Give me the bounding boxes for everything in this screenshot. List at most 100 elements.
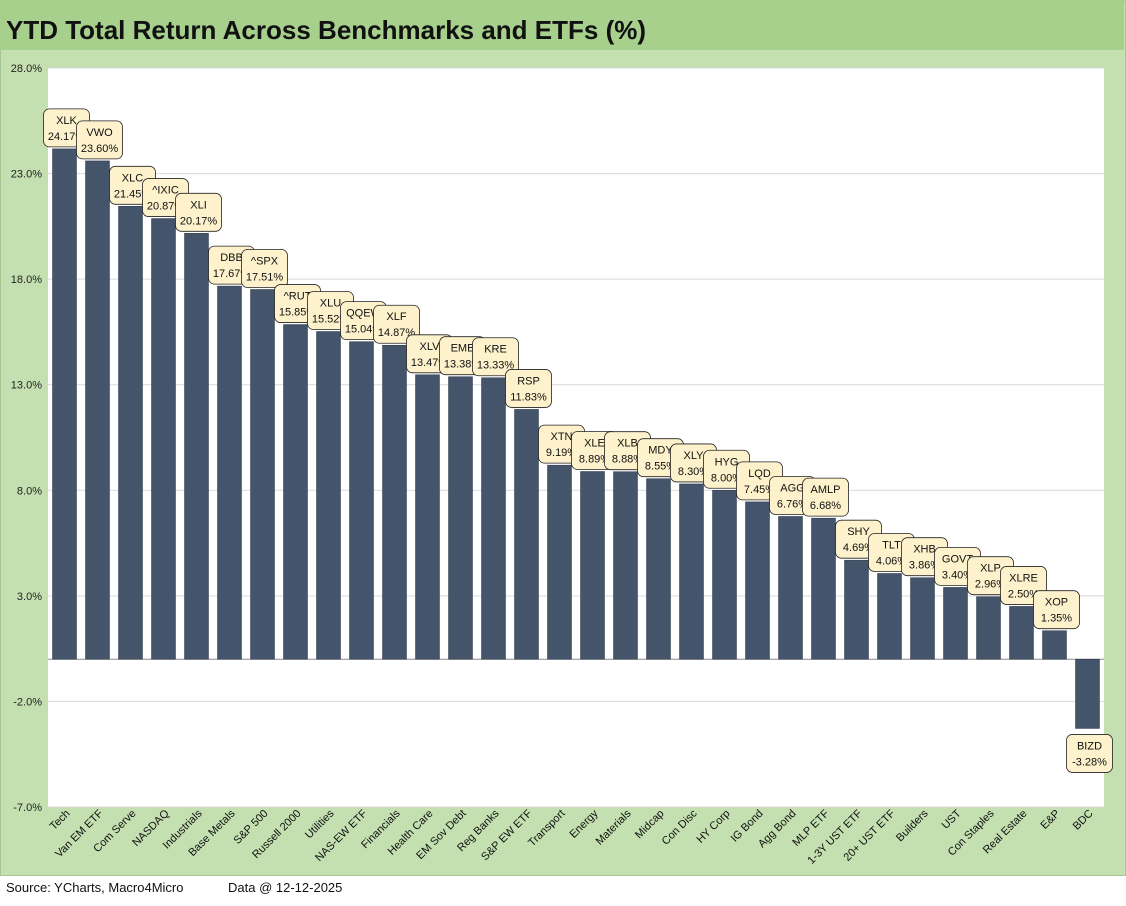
ticker-label: TLT xyxy=(882,539,901,551)
ticker-label: XLU xyxy=(320,298,341,310)
chart-title: YTD Total Return Across Benchmarks and E… xyxy=(6,15,647,45)
value-label: 13.33% xyxy=(477,360,515,372)
data-label-box xyxy=(472,337,519,377)
value-label: 13.38% xyxy=(444,359,482,371)
value-label: 11.83% xyxy=(510,391,547,403)
ticker-label: XLI xyxy=(190,199,207,211)
value-label: 15.04% xyxy=(345,324,383,336)
data-label-box xyxy=(175,192,222,232)
value-label: 7.45% xyxy=(744,484,775,496)
bar-xop xyxy=(1042,630,1067,660)
data-label: KRE 13.33% xyxy=(472,337,519,377)
bar-xlf xyxy=(382,344,407,660)
x-category-label: UST xyxy=(940,807,964,831)
ticker-label: XOP xyxy=(1045,597,1068,609)
y-tick-label: -7.0% xyxy=(13,802,42,814)
data-label-box xyxy=(1066,734,1113,773)
value-label: 2.50% xyxy=(1008,588,1039,600)
bar-kre xyxy=(481,377,506,660)
ticker-label: XLV xyxy=(420,341,441,353)
bar-amlp xyxy=(811,517,836,660)
bar-rsp xyxy=(514,409,539,660)
ticker-label: RSP xyxy=(517,375,540,387)
value-label: 4.06% xyxy=(876,555,907,567)
ticker-label: SHY xyxy=(847,526,870,538)
value-label: 20.17% xyxy=(180,215,218,227)
bar-xlk xyxy=(52,148,77,660)
value-label: 8.89% xyxy=(579,453,610,465)
data-label: VWO 23.60% xyxy=(76,120,123,160)
data-label-box xyxy=(76,120,123,160)
ticker-label: XLY xyxy=(684,450,705,462)
data-label: RSP 11.83% xyxy=(505,369,552,408)
bar-dbb xyxy=(217,285,242,660)
ticker-label: XLF xyxy=(386,311,406,323)
ticker-label: KRE xyxy=(484,344,507,356)
ticker-label: HYG xyxy=(715,456,739,468)
bar-xlu xyxy=(316,331,341,660)
ticker-label: ^IXIC xyxy=(152,185,179,197)
value-label: 2.96% xyxy=(975,579,1006,591)
y-tick-label: 23.0% xyxy=(11,169,42,181)
x-category-label: HY Corp xyxy=(694,808,732,846)
y-tick-label: 28.0% xyxy=(11,63,42,75)
bar-ixic xyxy=(151,218,176,660)
ticker-label: XHB xyxy=(913,544,936,556)
value-label: 24.17% xyxy=(48,131,86,143)
y-tick-label: -2.0% xyxy=(13,696,42,708)
value-label: 20.87% xyxy=(147,201,185,213)
value-label: 21.45% xyxy=(114,188,152,200)
bar-agg xyxy=(778,516,803,660)
bar-xlv xyxy=(415,374,440,660)
bar-xtn xyxy=(547,464,572,660)
data-label-box xyxy=(241,249,288,288)
x-category-label: E&P xyxy=(1039,808,1063,832)
value-label: 17.67% xyxy=(213,268,251,280)
source-note: Source: YCharts, Macro4Micro xyxy=(6,880,184,895)
data-label: XLI 20.17% xyxy=(175,192,222,232)
value-label: 15.52% xyxy=(312,314,350,326)
x-category-label: Tech xyxy=(48,808,73,833)
ticker-label: AGG xyxy=(780,482,804,494)
ticker-label: ^SPX xyxy=(251,255,279,267)
y-tick-label: 3.0% xyxy=(17,591,42,603)
ticker-label: XLK xyxy=(56,115,77,127)
value-label: 4.69% xyxy=(843,542,874,554)
bar-xlre xyxy=(1009,606,1034,660)
bar-xlp xyxy=(976,596,1001,660)
x-category-label: Con Disc xyxy=(660,807,700,847)
ticker-label: VWO xyxy=(86,127,113,139)
value-label: 8.55% xyxy=(645,461,676,473)
bar-shy xyxy=(844,559,869,660)
bar-qqew xyxy=(349,341,374,660)
ticker-label: XLRE xyxy=(1009,572,1038,584)
bar-xli xyxy=(184,233,209,660)
bar-xhb xyxy=(910,577,935,660)
value-label: 23.60% xyxy=(81,143,119,155)
x-category-label: Builders xyxy=(894,807,931,844)
data-label: BIZD -3.28% xyxy=(1066,734,1113,773)
data-label-box xyxy=(373,304,420,344)
value-label: -3.28% xyxy=(1072,756,1107,768)
ticker-label: LQD xyxy=(748,468,771,480)
bar-govt xyxy=(943,587,968,660)
x-category-label: BDC xyxy=(1071,808,1096,833)
ticker-label: XLC xyxy=(122,172,143,184)
ticker-label: QQEW xyxy=(346,308,381,320)
ticker-label: XLB xyxy=(617,438,638,450)
ticker-label: XLE xyxy=(584,437,605,449)
value-label: 17.51% xyxy=(246,271,284,283)
bar-hyg xyxy=(712,490,737,660)
data-label: AMLP 6.68% xyxy=(802,477,849,517)
data-label-box xyxy=(1033,590,1080,630)
ticker-label: BIZD xyxy=(1077,740,1102,752)
data-label-box xyxy=(802,477,849,517)
bar-tlt xyxy=(877,573,902,660)
value-label: 3.40% xyxy=(942,569,973,581)
data-label: ^SPX 17.51% xyxy=(241,249,288,288)
bar-mdy xyxy=(646,478,671,660)
value-label: 9.19% xyxy=(546,447,577,459)
x-category-label: Materials xyxy=(594,807,634,847)
data-label: XLF 14.87% xyxy=(373,304,420,344)
ticker-label: EMB xyxy=(451,343,475,355)
